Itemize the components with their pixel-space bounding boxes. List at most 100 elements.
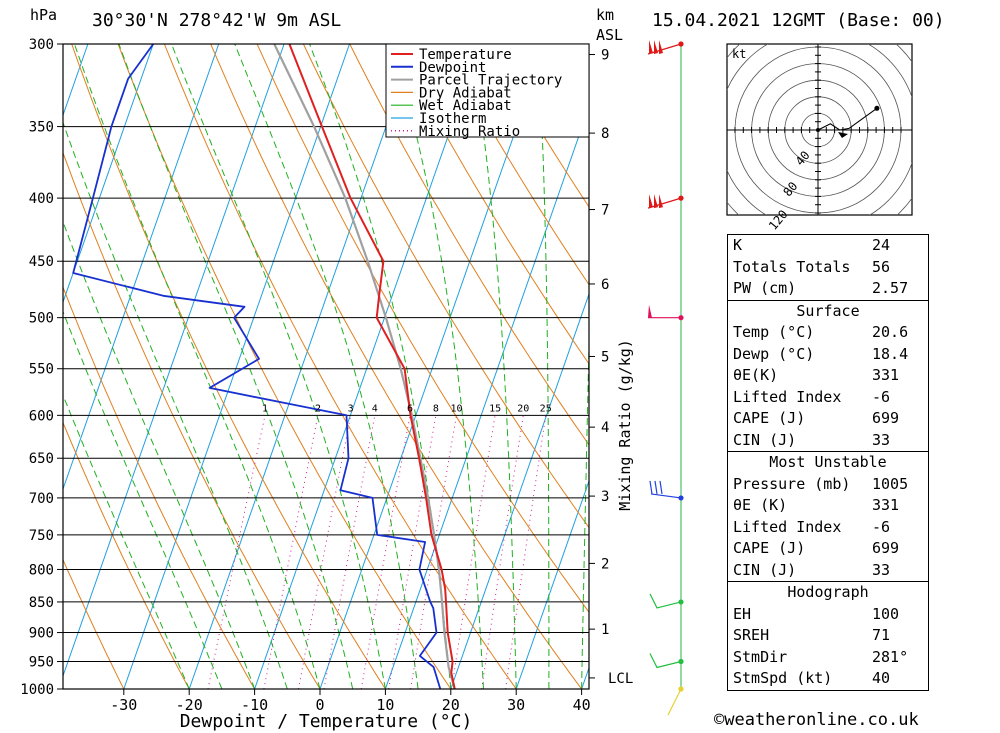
height-tick-label: 9 [601, 48, 609, 64]
mixing-ratio-line [323, 415, 376, 689]
mixing-ratio-line [505, 415, 547, 689]
index-row: K 24 [728, 235, 928, 257]
lcl-label: LCL [608, 671, 633, 687]
most-unstable-label: CIN (J) [733, 560, 797, 579]
hodograph-stat-label: EH [733, 604, 752, 623]
pressure-tick-label: 400 [29, 191, 54, 207]
hodograph-stat-row: SREH 71 [728, 625, 928, 647]
mixing-ratio-line [207, 415, 266, 689]
wind-barb [650, 493, 682, 499]
wind-barb [659, 480, 663, 495]
legend-label: Mixing Ratio [419, 124, 520, 140]
dry-adiabat-line [395, 44, 589, 365]
dry-adiabat-line [302, 44, 589, 529]
copyright-footer[interactable]: ©weatheronline.co.uk [714, 710, 919, 730]
plot-frame [62, 43, 590, 690]
isotherm-line [515, 479, 589, 689]
wind-barb [649, 653, 682, 669]
wind-barb [649, 593, 682, 609]
hodograph-origin [816, 128, 820, 132]
pressure-tick-label: 550 [29, 362, 54, 378]
pressure-tick-label: 750 [29, 528, 54, 544]
pressure-tick-label: 450 [29, 254, 54, 270]
surface-row: Dewp (°C) 18.4 [728, 344, 928, 366]
mixing-ratio-tick-label: 4 [372, 403, 378, 414]
wind-barb [647, 197, 682, 209]
hodograph-stat-value: 71 [872, 626, 891, 644]
height-tick-label: 6 [601, 277, 609, 293]
legend-label: Dry Adiabat [419, 85, 512, 101]
height-unit-label: km [596, 6, 614, 24]
most-unstable-label: Pressure (mb) [733, 474, 851, 493]
wet-adiabat-line [391, 44, 484, 689]
legend-label: Dewpoint [419, 60, 486, 76]
pressure-tick-label: 800 [29, 562, 54, 578]
surface-value: 331 [872, 366, 900, 384]
pressure-tick-label: 900 [29, 626, 54, 642]
isotherm-line [319, 44, 547, 689]
mixing-ratio-axis-title: Mixing Ratio (g/kg) [616, 339, 634, 511]
height-tick-label: 5 [601, 349, 609, 365]
isotherm-line [188, 44, 416, 689]
mixing-ratio-line [298, 415, 352, 689]
datetime-title: 15.04.2021 12GMT (Base: 00) [652, 10, 945, 31]
most-unstable-title: Most Unstable [769, 453, 887, 471]
pressure-tick-label: 850 [29, 595, 54, 611]
temperature-tick-label: 10 [376, 696, 394, 714]
wet-adiabat-line [537, 44, 550, 689]
hodograph-unit: kt [732, 47, 746, 61]
wet-adiabat-line [73, 44, 321, 689]
surface-value: 33 [872, 430, 891, 449]
mixing-ratio-tick-label: 2 [315, 403, 321, 414]
wind-barb [649, 480, 653, 495]
temperature-tick-label: 40 [573, 696, 591, 714]
surface-row: Temp (°C) 20.6 [728, 322, 928, 344]
height-tick-label: 7 [601, 203, 609, 219]
isotherm-line [450, 292, 589, 689]
pressure-tick-label: 650 [29, 451, 54, 467]
temperature-tick-label: 0 [315, 696, 324, 714]
hodograph-stat-label: StmSpd (kt) [733, 669, 833, 687]
wet-adiabat-line [63, 121, 288, 689]
surface-row: CAPE (J) 699 [728, 408, 928, 430]
most-unstable-row: CIN (J) 33 [728, 560, 928, 582]
index-label: K [733, 236, 743, 254]
hodograph-stats-section: Hodograph EH 100 SREH 71 StmDir 281° StmSpd (k… [728, 581, 928, 690]
wind-barb-pennant [659, 194, 663, 209]
wind-barb-pennant [648, 304, 652, 318]
temperature-tick-label: -20 [176, 696, 203, 714]
mixing-ratio-line [451, 415, 496, 689]
index-value: 56 [872, 257, 891, 276]
mixing-ratio-tick-label: 3 [348, 403, 354, 414]
hodograph-stat-label: StmDir [733, 647, 788, 666]
surface-label: Lifted Index [733, 387, 842, 406]
isotherm-line [63, 44, 285, 678]
dry-adiabat-line [163, 44, 517, 689]
pressure-axis: 300 350 400 450 500 550 600 650 700 750 800 850 900 9… [20, 37, 63, 698]
mixing-ratio-line [388, 415, 437, 689]
most-unstable-row: θE (K) 331 [728, 495, 928, 517]
temperature-tick-label: 30 [507, 696, 525, 714]
wet-adiabat-line [63, 393, 190, 689]
pressure-tick-label: 300 [29, 37, 54, 53]
mixing-ratio-tick-label: 20 [517, 403, 529, 414]
index-value: 24 [872, 236, 891, 254]
surface-label: θE(K) [733, 366, 779, 384]
hodograph-trace [817, 107, 878, 131]
dry-adiabat-line [63, 558, 125, 689]
dry-adiabat-line [349, 44, 589, 446]
indices-panel: K 24 Totals Totals 56 PW (cm) 2.57 Surface Te… [727, 234, 929, 691]
height-axis: 1 2 3 4 5 6 7 8 9 LCL [589, 48, 633, 687]
surface-section: Surface Temp (°C) 20.6 Dewp (°C) 18.4 θE(K) 3… [728, 299, 928, 452]
wet-adiabat-line [171, 44, 386, 689]
hodograph-stat-label: SREH [733, 626, 770, 644]
pressure-tick-label: 700 [29, 491, 54, 507]
index-label: Totals Totals [733, 257, 851, 276]
mixing-ratio-tick-label: 1 [262, 403, 268, 414]
surface-label: Dewp (°C) [733, 344, 815, 363]
wind-barb-pennant [654, 194, 658, 209]
wind-barbs [647, 40, 684, 716]
index-value: 2.57 [872, 279, 909, 297]
dry-adiabat-line [210, 44, 583, 689]
most-unstable-value: 699 [872, 539, 900, 557]
